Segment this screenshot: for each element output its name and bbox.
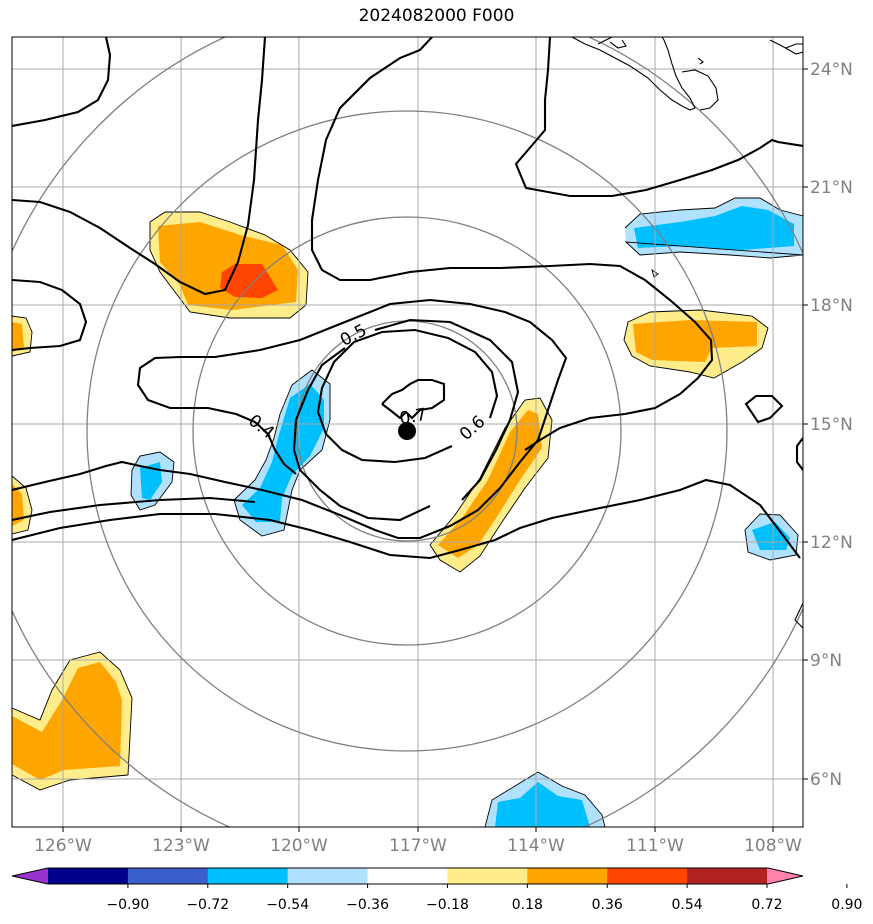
colorbar-ticks <box>127 884 848 888</box>
colorbar-tick-label: 0.18 <box>512 897 543 913</box>
lon-label: 108°W <box>744 836 802 856</box>
latitude-labels: 24°N 21°N 18°N 15°N 12°N 9°N 6°N <box>810 60 853 790</box>
colorbar-tick-label: −0.54 <box>266 897 309 913</box>
colorbar-extend-high <box>767 868 803 884</box>
shaded-outlines <box>12 197 803 827</box>
lon-label: 114°W <box>507 836 565 856</box>
colorbar-tick-label: −0.36 <box>346 897 389 913</box>
shaded-regions <box>12 198 803 827</box>
contour-lines <box>12 37 803 560</box>
storm-center-marker <box>398 422 416 440</box>
lat-label: 18°N <box>810 296 853 316</box>
colorbar-segment <box>607 868 688 884</box>
contour-label-05: 0.5 <box>337 320 370 350</box>
colorbar-segments <box>12 868 803 884</box>
colorbar-tick-label: −0.72 <box>186 897 229 913</box>
lat-label: 21°N <box>810 178 853 198</box>
colorbar-tick-label: −0.90 <box>106 897 149 913</box>
contour-label-06: 0.6 <box>456 412 489 445</box>
colorbar-segment <box>687 868 768 884</box>
lat-label: 15°N <box>810 415 853 435</box>
colorbar-tick-label: 0.36 <box>592 897 623 913</box>
lon-label: 117°W <box>389 836 447 856</box>
colorbar-segment <box>207 868 289 884</box>
colorbar-segment <box>527 868 608 884</box>
map-plot-area: 0.4 0.5 0.6 0.7 <box>12 37 803 827</box>
lon-label: 123°W <box>152 836 210 856</box>
coastline <box>571 37 803 629</box>
colorbar-segment <box>48 868 129 884</box>
range-rings <box>12 37 803 827</box>
lon-label: 126°W <box>34 836 92 856</box>
lat-label: 9°N <box>810 651 842 671</box>
colorbar-segment <box>127 868 209 884</box>
colorbar-segment <box>287 868 368 884</box>
colorbar-extend-low <box>12 868 48 884</box>
graticule <box>12 37 803 827</box>
lon-label: 111°W <box>626 836 684 856</box>
lat-label: 24°N <box>810 60 853 80</box>
lon-label: 120°W <box>270 836 328 856</box>
colorbar-tick-label: 0.54 <box>672 897 703 913</box>
colorbar-tick-label: 0.72 <box>751 897 782 913</box>
longitude-labels: 126°W 123°W 120°W 117°W 114°W 111°W 108°… <box>34 836 802 856</box>
lat-label: 6°N <box>810 770 842 790</box>
tick-marks <box>62 68 808 832</box>
colorbar-labels: −0.90 −0.72 −0.54 −0.36 −0.18 0.18 0.36 … <box>106 897 862 913</box>
map-title: 2024082000 F000 <box>358 6 515 26</box>
map-frame <box>11 36 804 828</box>
colorbar-segment <box>447 868 528 884</box>
lat-label: 12°N <box>810 533 853 553</box>
colorbar-outline <box>11 867 804 885</box>
colorbar: −0.90 −0.72 −0.54 −0.36 −0.18 0.18 0.36 … <box>11 867 862 913</box>
contour-label-04: 0.4 <box>244 411 278 443</box>
colorbar-tick-label: 0.90 <box>831 897 862 913</box>
colorbar-tick-label: −0.18 <box>426 897 469 913</box>
colorbar-segment <box>367 868 448 884</box>
